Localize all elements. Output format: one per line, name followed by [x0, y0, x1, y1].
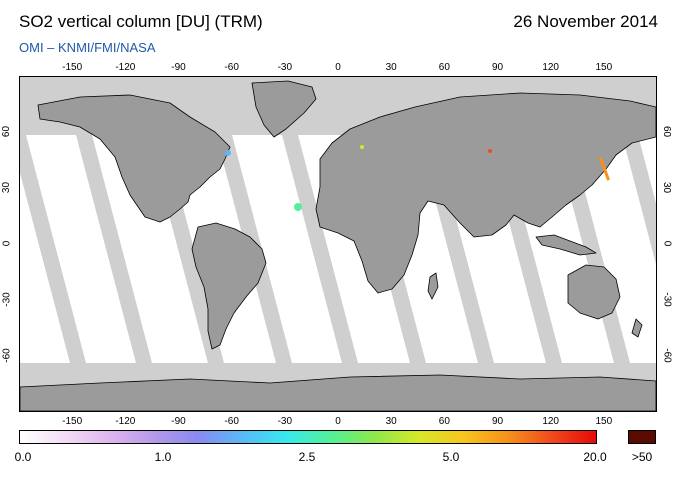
- lon-tick-top: -90: [171, 62, 186, 73]
- map-credit: OMI – KNMI/FMI/NASA: [19, 40, 156, 55]
- lat-tick-left: -30: [1, 292, 13, 307]
- lat-tick-right: -30: [661, 292, 673, 307]
- colorbar-overflow-label: >50: [631, 450, 653, 464]
- antarctica-land: [20, 374, 656, 411]
- lon-tick-bottom: -30: [277, 416, 293, 427]
- indonesia-land: [535, 234, 597, 256]
- swath-gap-1: [76, 135, 152, 363]
- colorbar-label: 20.0: [583, 450, 607, 464]
- lon-tick-bottom: 0: [335, 416, 341, 427]
- australia-land: [567, 264, 621, 320]
- so2-hotspots: [225, 145, 610, 211]
- lon-tick-bottom: 60: [438, 416, 450, 427]
- lat-tick-left: -60: [1, 348, 13, 363]
- madagascar-land: [427, 272, 439, 300]
- lon-tick-top: 0: [335, 62, 341, 73]
- north-america-land: [37, 94, 231, 223]
- lon-tick-top: 30: [385, 62, 397, 73]
- lat-tick-left: 0: [1, 240, 13, 247]
- map-frame: [19, 76, 657, 412]
- swath-gap-9: [622, 135, 656, 265]
- lat-tick-right: 60: [661, 125, 673, 138]
- south-america-land: [191, 222, 267, 350]
- lat-tick-right: -60: [661, 348, 673, 363]
- lon-tick-bottom: -150: [62, 416, 83, 427]
- lon-tick-top: 120: [542, 62, 559, 73]
- map-title: SO2 vertical column [DU] (TRM): [19, 12, 263, 31]
- so2-hotspot-europe: [360, 145, 364, 149]
- lon-tick-bottom: -120: [115, 416, 136, 427]
- lon-tick-bottom: 30: [385, 416, 397, 427]
- greenland-land: [251, 80, 317, 138]
- colorbar-label: 5.0: [442, 450, 460, 464]
- lon-tick-top: 60: [438, 62, 450, 73]
- lon-tick-top: -150: [62, 62, 83, 73]
- lon-tick-bottom: 90: [491, 416, 504, 427]
- lon-tick-top: -120: [115, 62, 136, 73]
- new-zealand-land: [631, 318, 643, 338]
- colorbar-label: 2.5: [298, 450, 316, 464]
- map-date: 26 November 2014: [513, 12, 658, 31]
- lat-tick-left: 60: [1, 125, 13, 138]
- swath-gap-0: [20, 135, 86, 363]
- lon-tick-bottom: 120: [542, 416, 559, 427]
- lon-tick-top: -60: [224, 62, 239, 73]
- so2-hotspot-canada: [225, 150, 231, 156]
- so2-hotspot-atlantic: [294, 203, 302, 211]
- lon-tick-bottom: -60: [224, 416, 239, 427]
- lat-tick-right: 0: [661, 240, 673, 247]
- so2-hotspot-asia: [488, 149, 492, 153]
- lon-tick-top: 150: [595, 62, 613, 73]
- swath-gap-4: [282, 135, 358, 363]
- colorbar-overflow-swatch: [628, 430, 656, 444]
- colorbar-label: 0.0: [14, 450, 32, 464]
- lon-tick-bottom: -90: [171, 416, 186, 427]
- colorbar-label: 1.0: [154, 450, 172, 464]
- world-map: [20, 77, 656, 411]
- lon-tick-top: 90: [491, 62, 504, 73]
- lat-tick-left: 30: [1, 181, 13, 194]
- colorbar: [19, 430, 597, 444]
- so2-trail-kamchatka: [598, 157, 610, 181]
- lat-tick-right: 30: [661, 181, 673, 194]
- africa-europe-asia-land: [315, 92, 656, 294]
- lon-tick-bottom: 150: [595, 416, 613, 427]
- lon-tick-top: -30: [277, 62, 293, 73]
